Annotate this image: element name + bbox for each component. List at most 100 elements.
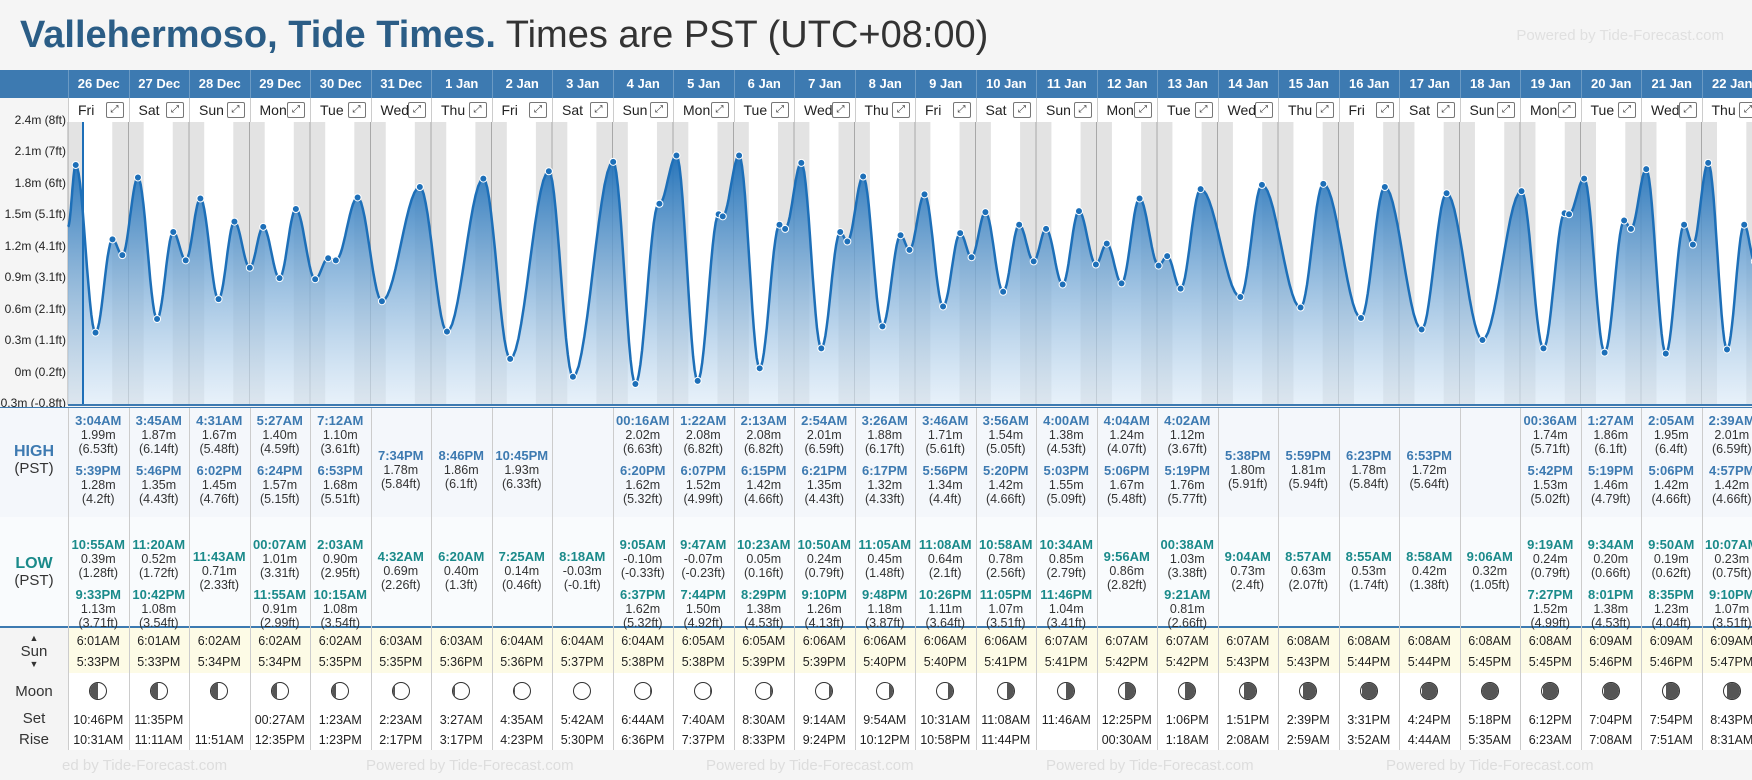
expand-icon[interactable]: ⤢: [1255, 102, 1273, 118]
date-header: 16 Jan: [1338, 70, 1400, 98]
high-tide-entry: 6:53PM 1.68m (5.51ft): [310, 464, 371, 506]
tide-extreme-point: [311, 275, 320, 284]
date-header: 22 Jan: [1701, 70, 1752, 98]
high-tide-time: 1:27AM: [1587, 414, 1634, 428]
moon-phase-icon: [1662, 682, 1681, 700]
day-of-week: Mon: [1530, 102, 1558, 118]
high-tide-entry: 5:03PM 1.55m (5.09ft): [1036, 464, 1097, 506]
expand-icon[interactable]: ⤢: [1376, 102, 1394, 118]
tide-extreme-point: [1058, 280, 1067, 289]
date-header: 11 Jan: [1036, 70, 1097, 98]
low-tide-height-ft: (2.82ft): [1106, 578, 1147, 592]
expand-icon[interactable]: ⤢: [650, 102, 668, 118]
low-tide-height-m: 0.24m: [806, 552, 842, 566]
tide-extreme-point: [1539, 344, 1548, 353]
expand-icon[interactable]: ⤢: [1315, 102, 1334, 118]
column-divider: [1096, 408, 1098, 750]
low-tide-height-m: 1.18m: [867, 602, 903, 616]
high-tide-entry: 5:38PM 1.80m (5.91ft): [1218, 449, 1279, 491]
expand-icon[interactable]: ⤢: [408, 102, 426, 118]
expand-icon[interactable]: ⤢: [1436, 102, 1455, 118]
expand-icon[interactable]: ⤢: [529, 102, 547, 118]
high-tide-time: 4:57PM: [1708, 464, 1752, 478]
day-cell: Fri ⤢: [491, 98, 552, 122]
expand-icon[interactable]: ⤢: [1013, 102, 1031, 118]
low-tide-height-m: 0.14m: [504, 564, 540, 578]
day-of-week: Tue: [1590, 102, 1615, 118]
moonrise-time: 10:58PM: [920, 733, 971, 747]
low-tide-time: 8:29PM: [740, 588, 787, 602]
low-tide-height-m: 0.64m: [927, 552, 963, 566]
expand-icon[interactable]: ⤢: [1739, 102, 1752, 118]
tide-extreme-point: [1680, 220, 1689, 229]
moon-phase-icon: [1480, 682, 1499, 700]
low-tide-height-m: 0.85m: [1048, 552, 1084, 566]
high-tide-entry: 6:53PM 1.72m (5.64ft): [1399, 449, 1460, 491]
tide-extreme-point: [1417, 325, 1426, 334]
low-tide-time: 11:55AM: [253, 588, 307, 602]
expand-icon[interactable]: ⤢: [1134, 102, 1152, 118]
tide-extreme-point: [1600, 348, 1609, 357]
moon-phase-icon: [754, 682, 773, 700]
day-cell: Wed ⤢: [1217, 98, 1278, 122]
tide-extreme-point: [153, 315, 162, 324]
high-tide-height-m: 1.35m: [806, 478, 842, 492]
tide-extreme-point: [1176, 284, 1185, 293]
expand-icon[interactable]: ⤢: [952, 102, 971, 118]
expand-icon[interactable]: ⤢: [1678, 102, 1697, 118]
low-tide-time: 00:38AM: [1160, 538, 1214, 552]
moon-shadow: [1665, 683, 1680, 699]
high-tide-time: 3:26AM: [861, 414, 908, 428]
expand-icon[interactable]: ⤢: [226, 102, 245, 118]
expand-icon[interactable]: ⤢: [892, 102, 910, 118]
expand-icon[interactable]: ⤢: [1618, 102, 1636, 118]
sunset-time: 5:47PM: [1710, 655, 1752, 669]
moon-shadow: [947, 683, 954, 699]
low-tide-entry: 9:33PM 1.13m (3.71ft): [68, 588, 129, 630]
y-tick-label: 0.3m (1.1ft): [4, 333, 66, 348]
date-header: 18 Jan: [1459, 70, 1521, 98]
high-tide-height-ft: (5.48ft): [199, 442, 240, 456]
low-tide-height-m: 0.78m: [988, 552, 1024, 566]
sunrise-time: 6:01AM: [137, 634, 181, 648]
high-tide-height-m: 1.42m: [988, 478, 1024, 492]
high-tide-height-ft: (5.94ft): [1288, 477, 1329, 491]
high-tide-height-m: 2.01m: [806, 428, 842, 442]
high-tide-height-ft: (6.63ft): [622, 442, 663, 456]
day-of-week: Sat: [985, 102, 1007, 118]
low-tide-entry: 11:05PM 1.07m (3.51ft): [976, 588, 1037, 630]
low-tide-time: 9:21AM: [1164, 588, 1211, 602]
expand-icon[interactable]: ⤢: [1557, 102, 1576, 118]
expand-icon[interactable]: ⤢: [710, 102, 729, 118]
date-header: 19 Jan: [1520, 70, 1581, 98]
moonrise-time: 2:17PM: [379, 733, 423, 747]
date-header: 12 Jan: [1096, 70, 1158, 98]
moonset-time: 7:04PM: [1589, 713, 1633, 727]
expand-icon[interactable]: ⤢: [287, 102, 305, 118]
sunset-time: 5:35PM: [318, 655, 362, 669]
moonset-time: 6:12PM: [1528, 713, 1572, 727]
expand-icon[interactable]: ⤢: [105, 102, 124, 118]
tide-extreme-point: [1580, 174, 1589, 183]
expand-icon[interactable]: ⤢: [1194, 102, 1213, 118]
low-tide-entry: 9:10PM 1.07m (3.51ft): [1702, 588, 1752, 630]
day-of-week: Fri: [78, 102, 95, 118]
expand-icon[interactable]: ⤢: [589, 102, 608, 118]
expand-icon[interactable]: ⤢: [468, 102, 487, 118]
day-of-week: Sat: [1409, 102, 1431, 118]
tide-extreme-point: [108, 235, 117, 244]
day-of-week: Fri: [1348, 102, 1365, 118]
sunrise-time: 6:04AM: [500, 634, 544, 648]
expand-icon[interactable]: ⤢: [347, 102, 366, 118]
expand-icon[interactable]: ⤢: [1497, 102, 1515, 118]
expand-icon[interactable]: ⤢: [831, 102, 850, 118]
tide-extreme-point: [245, 263, 254, 272]
tide-extreme-point: [1042, 224, 1051, 233]
expand-icon[interactable]: ⤢: [1073, 102, 1092, 118]
expand-icon[interactable]: ⤢: [771, 102, 789, 118]
moon-phase-icon: [512, 682, 531, 700]
low-tide-height-m: 0.90m: [322, 552, 358, 566]
expand-icon[interactable]: ⤢: [166, 102, 184, 118]
low-tide-height-m: 0.32m: [1472, 564, 1508, 578]
high-tide-height-ft: (6.33ft): [501, 477, 542, 491]
